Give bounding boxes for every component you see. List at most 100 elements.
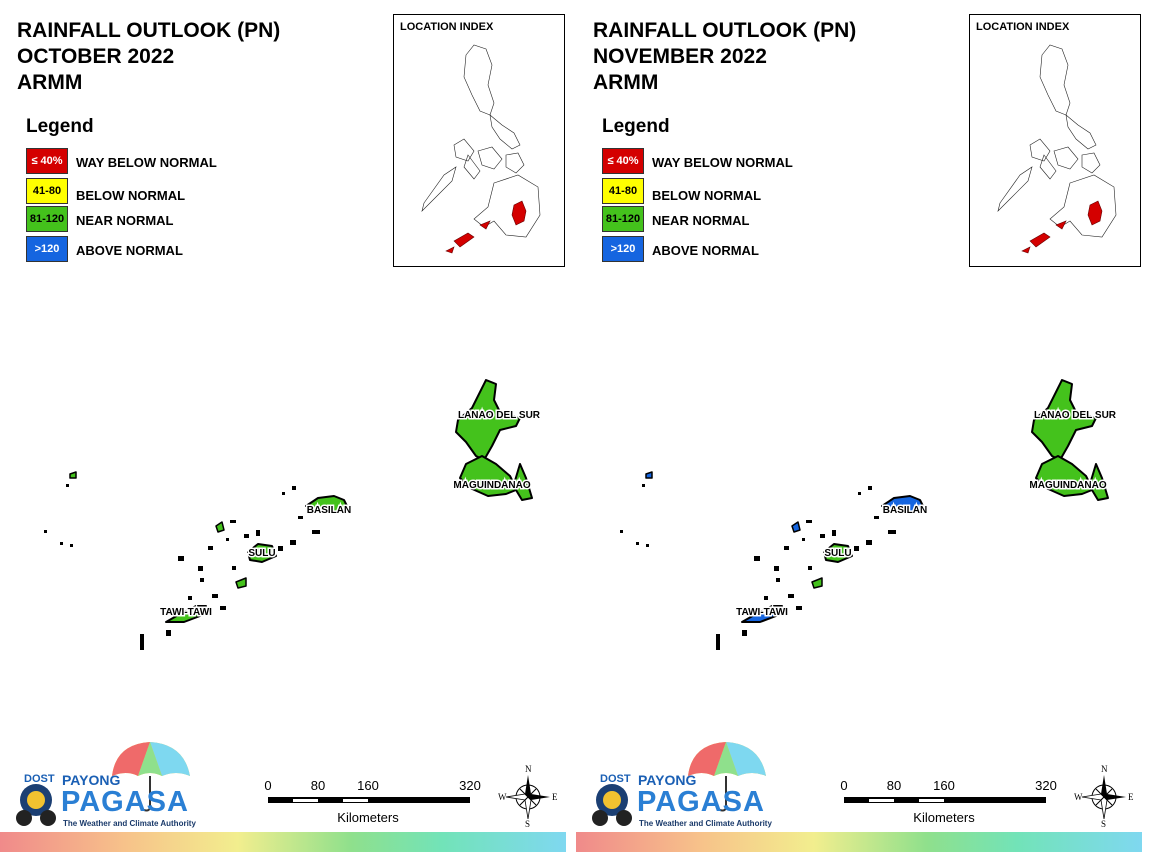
scale-tick-160: 160 — [933, 778, 955, 793]
compass-w: W — [1074, 792, 1083, 802]
legend-label-near: NEAR NORMAL — [652, 213, 750, 228]
title-line-2: OCTOBER 2022 — [17, 45, 175, 68]
legend-swatch-below: 41-80 — [26, 178, 68, 204]
compass-rose-icon — [505, 775, 550, 820]
logo-payong-text: PAYONG — [62, 772, 121, 788]
title-line-2: NOVEMBER 2022 — [593, 45, 767, 68]
region-sulu — [247, 543, 277, 563]
scale-tick-80: 80 — [310, 778, 326, 793]
legend-label-near: NEAR NORMAL — [76, 213, 174, 228]
label-sulu: SULU — [824, 548, 851, 559]
legend-title: Legend — [26, 116, 94, 137]
region-basilan — [881, 495, 925, 513]
region-maguindanao — [459, 455, 533, 501]
region-tawi-tawi — [741, 605, 783, 623]
label-maguindanao: MAGUINDANAO — [453, 480, 530, 491]
title-line-1: RAINFALL OUTLOOK (PN) — [17, 19, 281, 42]
scale-bar: 0 80 160 320 Kilometers — [838, 778, 1078, 828]
compass-s: S — [1101, 819, 1107, 829]
compass-w: W — [498, 792, 507, 802]
legend-label-way-below: WAY BELOW NORMAL — [76, 155, 217, 170]
location-index-inset: LOCATION INDEX — [969, 14, 1141, 267]
label-tawi-tawi: TAWI-TAWI — [736, 607, 788, 618]
logo-dost-text: DOST — [24, 773, 55, 785]
location-index-inset: LOCATION INDEX — [393, 14, 565, 267]
legend-label-below: BELOW NORMAL — [652, 188, 762, 203]
legend-row-below: 41-80 BELOW NORMAL — [26, 178, 286, 206]
legend-swatch-way-below: ≤ 40% — [602, 148, 644, 174]
title-line-3: ARMM — [593, 71, 659, 94]
outlook-panel-november: RAINFALL OUTLOOK (PN) NOVEMBER 2022 ARMM… — [576, 0, 1152, 864]
label-maguindanao: MAGUINDANAO — [1029, 480, 1106, 491]
logo-tagline: The Weather and Climate Authority — [639, 819, 772, 828]
scale-bar: 0 80 160 320 Kilometers — [262, 778, 502, 828]
legend-swatch-way-below: ≤ 40% — [26, 148, 68, 174]
legend-swatch-near: 81-120 — [26, 206, 68, 232]
logo-pagasa-text: PAGASA — [637, 786, 765, 818]
armm-region-map: LANAO DEL SUR MAGUINDANAO BASILAN SULU T… — [620, 379, 1118, 650]
logo-tagline: The Weather and Climate Authority — [63, 819, 196, 828]
region-sulu — [823, 543, 853, 563]
compass-e: E — [1128, 792, 1134, 802]
umbrella-icon — [592, 742, 766, 826]
legend-row-above: >120 ABOVE NORMAL — [602, 236, 862, 264]
legend-row-way-below: ≤ 40% WAY BELOW NORMAL — [602, 148, 862, 176]
logo-dost-text: DOST — [600, 773, 631, 785]
legend-label-above: ABOVE NORMAL — [76, 243, 183, 258]
legend-swatch-above: >120 — [602, 236, 644, 262]
compass-n: N — [525, 764, 532, 774]
north-arrow-compass: N S W E — [498, 764, 558, 830]
scale-bar-graphic — [844, 797, 1046, 803]
scale-tick-320: 320 — [1035, 778, 1057, 793]
legend-label-above: ABOVE NORMAL — [652, 243, 759, 258]
outlook-panel-october: RAINFALL OUTLOOK (PN) OCTOBER 2022 ARMM … — [0, 14, 566, 852]
umbrella-icon — [16, 742, 190, 826]
footer-gradient-bar — [0, 832, 566, 852]
title-line-3: ARMM — [17, 71, 83, 94]
map-title: RAINFALL OUTLOOK (PN) NOVEMBER 2022 ARMM — [593, 18, 856, 96]
label-basilan: BASILAN — [883, 505, 927, 516]
logo-pagasa-text: PAGASA — [61, 786, 189, 818]
label-lanao-del-sur: LANAO DEL SUR — [458, 410, 541, 421]
label-tawi-tawi: TAWI-TAWI — [160, 607, 212, 618]
map-title: RAINFALL OUTLOOK (PN) OCTOBER 2022 ARMM — [17, 18, 280, 96]
north-arrow-compass: N S W E — [1074, 764, 1134, 830]
philippines-index-map — [997, 44, 1117, 254]
armm-region-map: LANAO DEL SUR MAGUINDANAO BASILAN SULU T… — [44, 379, 542, 650]
philippines-index-map — [421, 44, 541, 254]
payong-pagasa-logo: DOST PAYONG PAGASA The Weather and Clima… — [16, 740, 196, 836]
region-lanao-del-sur — [1031, 379, 1097, 461]
legend-row-near: 81-120 NEAR NORMAL — [602, 206, 862, 234]
location-index-title: LOCATION INDEX — [976, 21, 1070, 33]
label-sulu: SULU — [248, 548, 275, 559]
compass-n: N — [1101, 764, 1108, 774]
compass-rose-icon — [1081, 775, 1126, 820]
label-lanao-del-sur: LANAO DEL SUR — [1034, 410, 1117, 421]
compass-s: S — [525, 819, 531, 829]
legend-label-below: BELOW NORMAL — [76, 188, 186, 203]
region-maguindanao — [1035, 455, 1109, 501]
label-basilan: BASILAN — [307, 505, 351, 516]
legend-swatch-above: >120 — [26, 236, 68, 262]
scale-tick-0: 0 — [840, 778, 848, 793]
scale-units: Kilometers — [337, 810, 399, 825]
legend-row-way-below: ≤ 40% WAY BELOW NORMAL — [26, 148, 286, 176]
scale-tick-320: 320 — [459, 778, 481, 793]
legend-swatch-below: 41-80 — [602, 178, 644, 204]
payong-pagasa-logo: DOST PAYONG PAGASA The Weather and Clima… — [592, 740, 772, 836]
scale-tick-80: 80 — [886, 778, 902, 793]
legend-swatch-near: 81-120 — [602, 206, 644, 232]
region-tawi-tawi — [165, 605, 207, 623]
scale-tick-160: 160 — [357, 778, 379, 793]
scale-tick-0: 0 — [264, 778, 272, 793]
legend-row-above: >120 ABOVE NORMAL — [26, 236, 286, 264]
footer-gradient-bar — [576, 832, 1142, 852]
region-lanao-del-sur — [455, 379, 521, 461]
location-index-title: LOCATION INDEX — [400, 21, 494, 33]
logo-payong-text: PAYONG — [638, 772, 697, 788]
legend-title: Legend — [602, 116, 670, 137]
compass-e: E — [552, 792, 558, 802]
scale-units: Kilometers — [913, 810, 975, 825]
legend-row-below: 41-80 BELOW NORMAL — [602, 178, 862, 206]
legend-label-way-below: WAY BELOW NORMAL — [652, 155, 793, 170]
